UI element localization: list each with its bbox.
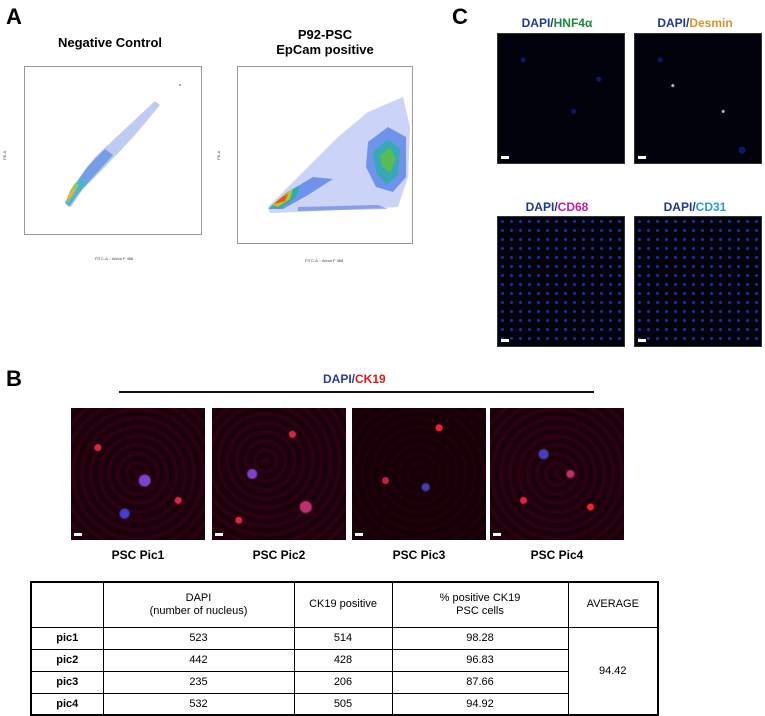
ifc-title-cd31: DAPI/CD31 [663,200,727,214]
flow-density-epcam-positive [268,97,410,213]
caption-psc-pic4: PSC Pic4 [530,548,584,562]
ck19-quantification-table: DAPI (number of nucleus) CK19 positive %… [30,581,659,716]
marker-label-cd68: CD68 [557,200,589,214]
y-axis-label-negative-control: PE-A [2,150,7,160]
table-row: pic2 442 428 96.83 [30,648,658,672]
table-corner-cell [30,581,104,628]
psc-image-pic4 [490,408,624,540]
scale-bar [74,533,82,536]
psc-image-pic2 [212,408,346,540]
cell-ck19: 206 [293,670,393,694]
flow-plot-title-negative-control: Negative Control [57,35,162,50]
ifc-title-cd68: DAPI/CD68 [525,200,589,214]
ck19-label: CK19 [355,372,386,386]
caption-psc-pic1: PSC Pic1 [111,548,165,562]
header-percent-positive: % positive CK19 PSC cells [391,581,569,628]
row-label: pic3 [30,670,104,694]
ifc-image-dapi-hnf4a [497,33,625,164]
cell-dapi: 235 [102,670,295,694]
dapi-label: DAPI [521,16,551,30]
flow-density-negative-control [65,84,181,207]
caption-psc-pic2: PSC Pic2 [252,548,306,562]
flow-plot-title-line1: P92-PSC [297,27,353,42]
row-label: pic2 [30,648,104,672]
ifc-image-dapi-cd68 [497,216,625,347]
table-row: pic1 523 514 98.28 94.42 [30,626,659,716]
x-axis-label-epcam-positive: FITC-A :: Alexa F 488 [305,258,344,263]
panel-b-stain-header: DAPI/CK19 [323,372,386,386]
cell-ck19: 514 [293,626,393,650]
flow-plot-title-line2: EpCam positive [276,42,374,57]
panel-b-header-line [119,391,594,393]
caption-psc-pic3: PSC Pic3 [392,548,446,562]
panel-a-letter: A [6,4,22,29]
cell-percent: 94.92 [391,692,569,716]
scale-bar [638,339,646,342]
marker-label-desmin: Desmin [689,16,733,30]
flow-plot-title-p92-psc: P92-PSC EpCam positive [255,27,395,57]
cell-dapi: 523 [102,626,295,650]
panel-c-letter: C [452,4,468,29]
marker-label-cd31: CD31 [695,200,727,214]
cell-dapi: 442 [102,648,295,672]
cell-dapi: 532 [102,692,295,716]
ifc-title-hnf4a: DAPI/HNF4α [521,16,593,30]
cell-average: 94.42 [567,626,659,716]
y-axis-label-epcam-positive: PE-A [216,150,221,160]
header-dapi: DAPI (number of nucleus) [102,581,295,628]
cell-ck19: 505 [293,692,393,716]
ifc-title-desmin: DAPI/Desmin [657,16,733,30]
marker-label-hnf4a: HNF4α [553,16,593,30]
cell-percent: 87.66 [391,670,569,694]
table-row: pic3 235 206 87.66 [30,670,658,694]
scale-bar [493,533,501,536]
ifc-image-dapi-desmin [634,33,762,164]
table-row: pic4 532 505 94.92 [30,692,658,716]
cell-percent: 98.28 [391,626,569,650]
scale-bar [215,533,223,536]
header-average: AVERAGE [567,581,659,628]
row-label: pic1 [30,626,104,650]
header-ck19-positive: CK19 positive [293,581,393,628]
cell-ck19: 428 [293,648,393,672]
row-label: pic4 [30,692,104,716]
psc-image-pic3 [352,408,486,540]
scale-bar [501,339,509,342]
dapi-label: DAPI [323,372,352,386]
x-axis-label-negative-control: FITC-A :: Alexa F 488 [95,256,134,261]
ifc-image-dapi-cd31 [634,216,762,347]
scale-bar [638,156,646,159]
psc-image-pic1 [71,408,205,540]
cell-percent: 96.83 [391,648,569,672]
table-header-row: DAPI (number of nucleus) CK19 positive %… [30,581,659,628]
flow-scatter-plot-negative-control [24,66,202,235]
flow-scatter-plot-epcam-positive [237,66,413,244]
scale-bar [355,533,363,536]
scale-bar [501,156,509,159]
panel-b-letter: B [6,366,22,391]
